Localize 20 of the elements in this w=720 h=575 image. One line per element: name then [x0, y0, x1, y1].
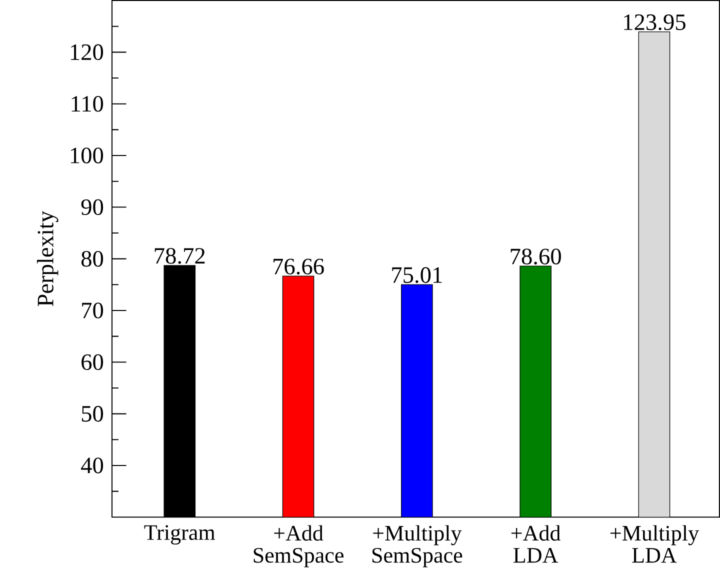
y-tick-label: 80: [81, 250, 104, 267]
y-tick-label: 50: [82, 406, 104, 422]
y-tick-label: 60: [82, 354, 104, 370]
data-label: 123.95: [624, 14, 686, 30]
x-tick-label: Trigram: [144, 525, 216, 545]
data-label: 75.01: [392, 267, 442, 284]
y-tick-label: 40: [81, 458, 104, 474]
data-label: 78.60: [510, 248, 561, 264]
data-label: 78.72: [154, 248, 205, 264]
y-tick-label: 70: [82, 302, 104, 318]
data-label: 76.66: [274, 258, 324, 275]
x-tick-label: +Add LDA: [511, 525, 561, 563]
y-tick-label: 90: [81, 199, 104, 216]
x-tick-label: +Multiply SemSpace: [372, 525, 462, 568]
y-tick-label: 120: [70, 44, 104, 60]
y-tick-label: 100: [70, 148, 104, 164]
y-axis-title: Perplexity: [36, 210, 58, 306]
x-tick-label: +Multiply LDA: [610, 525, 699, 563]
x-tick-label: +Add SemSpace: [254, 525, 344, 568]
y-tick-label: 110: [72, 96, 104, 112]
